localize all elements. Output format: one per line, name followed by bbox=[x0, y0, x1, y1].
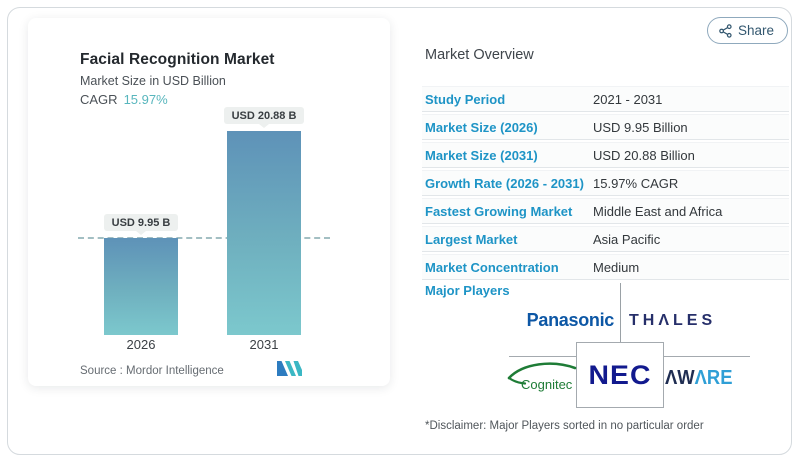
x-axis-label-2026: 2026 bbox=[126, 337, 156, 352]
nec-logo-box: NEC bbox=[576, 342, 664, 408]
chart-title: Facial Recognition Market bbox=[80, 51, 275, 68]
row-value: 2021 - 2031 bbox=[593, 91, 663, 107]
row-value: Medium bbox=[593, 259, 640, 275]
cognitec-logo: Cognitec bbox=[506, 359, 578, 398]
row-label: Growth Rate (2026 - 2031) bbox=[425, 175, 584, 191]
outer-frame bbox=[7, 7, 792, 455]
table-row-study-period: Study Period 2021 - 2031 bbox=[422, 86, 789, 112]
nec-logo: NEC bbox=[588, 359, 652, 390]
bar-value-badge: USD 9.95 B bbox=[103, 214, 179, 231]
reference-line bbox=[78, 237, 330, 239]
logo-divider-left bbox=[509, 356, 576, 357]
bar-group-2031: USD 20.88 B bbox=[223, 107, 305, 335]
overview-table: Study Period 2021 - 2031 Market Size (20… bbox=[422, 86, 789, 282]
source-attribution: Source : Mordor Intelligence bbox=[80, 365, 224, 377]
table-row-market-size-2026: Market Size (2026) USD 9.95 Billion bbox=[422, 114, 789, 140]
x-axis-label-2031: 2031 bbox=[249, 337, 279, 352]
chart-header: Facial Recognition Market Market Size in… bbox=[80, 51, 275, 107]
table-row-largest-market: Largest Market Asia Pacific bbox=[422, 226, 789, 252]
row-label: Market Size (2031) bbox=[425, 147, 538, 163]
row-label: Study Period bbox=[425, 91, 506, 107]
share-icon bbox=[719, 23, 732, 38]
badge-pointer bbox=[259, 124, 269, 128]
row-label: Market Concentration bbox=[425, 259, 559, 275]
row-value: Asia Pacific bbox=[593, 231, 661, 247]
aware-logo-light-part: ΛRE bbox=[694, 367, 733, 389]
cognitec-wordmark: Cognitec bbox=[521, 377, 573, 392]
row-label: Largest Market bbox=[425, 231, 518, 247]
aware-logo: ΛWΛRE bbox=[665, 367, 732, 390]
disclaimer-text: *Disclaimer: Major Players sorted in no … bbox=[425, 420, 704, 432]
logo-divider-vertical bbox=[620, 283, 621, 343]
row-label: Market Size (2026) bbox=[425, 119, 538, 135]
bar-group-2026: USD 9.95 B bbox=[103, 214, 179, 335]
cagr-value: 15.97% bbox=[123, 92, 168, 107]
row-value: USD 20.88 Billion bbox=[593, 147, 695, 163]
row-value: 15.97% CAGR bbox=[593, 175, 679, 191]
mordor-intelligence-logo-icon bbox=[277, 361, 302, 381]
row-value: USD 9.95 Billion bbox=[593, 119, 688, 135]
aware-logo-dark-part: ΛW bbox=[665, 367, 695, 389]
overview-title: Market Overview bbox=[425, 47, 534, 63]
chart-subtitle: Market Size in USD Billion bbox=[80, 74, 226, 88]
bar-2031[interactable] bbox=[227, 131, 301, 335]
chart-cagr: CAGR 15.97% bbox=[80, 92, 275, 107]
row-value: Middle East and Africa bbox=[593, 203, 723, 219]
cagr-label: CAGR bbox=[80, 92, 118, 107]
panasonic-logo: Panasonic bbox=[526, 310, 615, 330]
thales-logo: THΛLES bbox=[629, 312, 717, 329]
table-row-growth-rate: Growth Rate (2026 - 2031) 15.97% CAGR bbox=[422, 170, 789, 196]
table-row-market-size-2031: Market Size (2031) USD 20.88 Billion bbox=[422, 142, 789, 168]
bar-value-badge: USD 20.88 B bbox=[223, 107, 305, 124]
table-row-market-concentration: Market Concentration Medium bbox=[422, 254, 789, 280]
share-button-label: Share bbox=[738, 23, 775, 38]
row-label: Fastest Growing Market bbox=[425, 203, 573, 219]
share-button[interactable]: Share bbox=[707, 17, 789, 44]
chart-card: Facial Recognition Market Market Size in… bbox=[28, 18, 390, 386]
badge-pointer bbox=[136, 231, 146, 235]
bar-2026[interactable] bbox=[104, 238, 178, 335]
logo-divider-right bbox=[664, 356, 750, 357]
major-players-label: Major Players bbox=[425, 283, 510, 298]
table-row-fastest-growing-market: Fastest Growing Market Middle East and A… bbox=[422, 198, 789, 224]
